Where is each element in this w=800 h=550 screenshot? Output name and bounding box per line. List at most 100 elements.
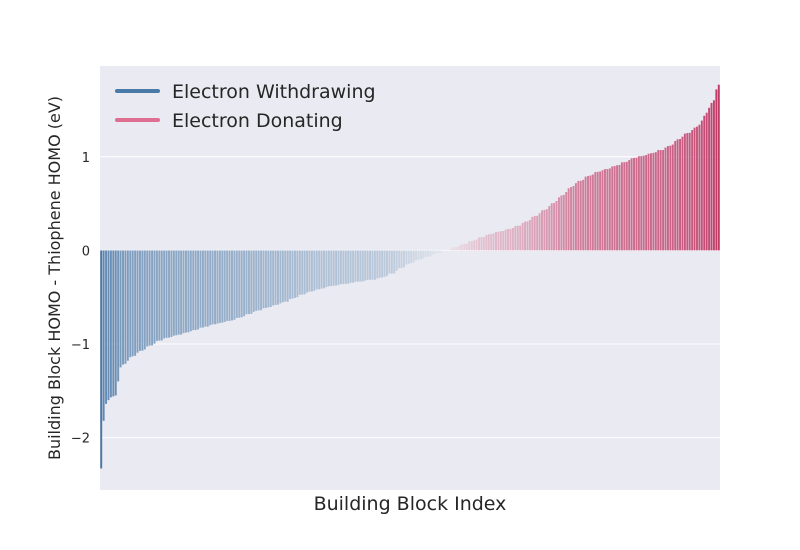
bar — [640, 156, 643, 251]
bar — [117, 250, 120, 382]
bar — [293, 250, 296, 298]
bar — [712, 100, 715, 251]
x-axis-label: Building Block Index — [314, 493, 507, 515]
bar — [419, 250, 422, 260]
bar — [238, 250, 241, 318]
bar — [715, 89, 718, 251]
bar — [388, 250, 391, 274]
bar — [538, 213, 541, 251]
bar — [448, 249, 451, 251]
bar — [306, 250, 309, 293]
bar — [247, 250, 250, 315]
bar — [584, 176, 587, 251]
bar — [611, 166, 614, 251]
bar — [507, 228, 510, 251]
y-tick-label: 1 — [82, 151, 90, 166]
legend-label-withdrawing: Electron Withdrawing — [172, 81, 376, 103]
bar — [536, 215, 539, 251]
legend-label-donating: Electron Donating — [172, 110, 343, 132]
bar — [485, 235, 488, 251]
bar — [136, 250, 139, 353]
bar — [216, 250, 219, 324]
bar — [458, 245, 461, 251]
bar — [364, 250, 367, 281]
bar — [524, 221, 527, 251]
bar — [354, 250, 357, 282]
bar — [654, 152, 657, 251]
bar — [373, 250, 376, 280]
bar — [560, 195, 563, 251]
bar — [369, 250, 372, 280]
bar — [664, 147, 667, 251]
bar — [606, 169, 609, 251]
bar — [475, 239, 478, 251]
bar — [671, 144, 674, 251]
bar — [613, 166, 616, 251]
bar — [637, 156, 640, 251]
bar — [158, 250, 161, 341]
bar — [337, 250, 340, 285]
bar — [710, 102, 713, 251]
bar — [616, 165, 619, 251]
bar — [703, 115, 706, 251]
bar — [415, 250, 418, 261]
bar — [446, 249, 449, 251]
bar — [260, 250, 263, 311]
bar — [652, 152, 655, 251]
bar — [131, 250, 134, 357]
bar — [504, 229, 507, 251]
bar — [412, 250, 415, 263]
bar — [335, 250, 338, 286]
bar — [279, 250, 282, 304]
bar — [112, 250, 115, 397]
bar — [262, 250, 265, 309]
bar — [209, 250, 212, 326]
bar — [340, 250, 342, 285]
bar — [359, 250, 362, 282]
bar — [453, 247, 456, 251]
bar — [708, 107, 711, 251]
bar — [662, 150, 665, 251]
bar — [129, 250, 132, 358]
bar — [623, 162, 626, 251]
bar — [686, 133, 689, 251]
bar — [218, 250, 221, 323]
bar — [402, 250, 405, 268]
bar — [170, 250, 173, 337]
bar — [478, 237, 480, 251]
bar — [647, 153, 650, 251]
bar — [432, 250, 434, 255]
bar — [674, 141, 677, 251]
bar — [422, 250, 425, 259]
bar — [594, 172, 597, 251]
bar — [250, 250, 253, 314]
bar — [572, 185, 575, 251]
bar — [596, 171, 599, 251]
bar — [148, 250, 151, 346]
bar — [511, 227, 514, 251]
y-tick-labels: −2 −1 0 1 — [71, 151, 90, 447]
bar — [509, 228, 512, 251]
bar — [526, 221, 529, 251]
bar — [344, 250, 347, 284]
bar — [313, 250, 316, 291]
bar — [705, 112, 708, 251]
bar — [439, 250, 442, 254]
bar — [410, 250, 413, 264]
bar — [570, 187, 573, 251]
bar — [163, 250, 166, 339]
bar — [463, 243, 466, 251]
bar — [245, 250, 248, 315]
bar — [516, 225, 519, 251]
bar — [252, 250, 255, 312]
bar — [577, 180, 580, 251]
bar — [330, 250, 333, 287]
bar — [102, 250, 105, 421]
bar — [172, 250, 175, 336]
bar — [194, 250, 197, 331]
bar — [240, 250, 243, 318]
bar — [141, 250, 144, 351]
bar — [589, 175, 592, 251]
bar — [189, 250, 192, 332]
